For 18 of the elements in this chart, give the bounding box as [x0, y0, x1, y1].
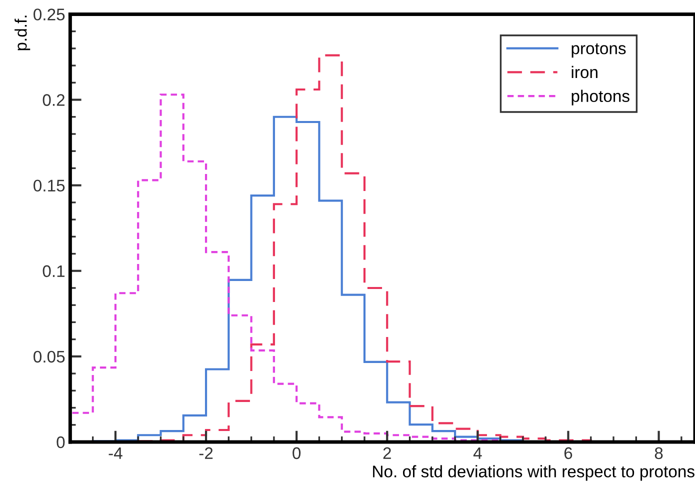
x-axis-title: No. of std deviations with respect to protons [373, 465, 694, 481]
y-tick-label: 0.25 [34, 8, 65, 20]
y-tick-label: 0.1 [42, 265, 65, 278]
x-tick-label: -2 [199, 447, 213, 459]
x-tick-label: -4 [108, 447, 122, 459]
x-tick-label: 0 [292, 447, 301, 460]
x-tick-label: 2 [383, 447, 391, 459]
x-tick-label: 4 [473, 447, 482, 459]
legend-label: protons [572, 43, 626, 58]
x-tick-label: 6 [564, 447, 572, 460]
y-tick-label: 0.2 [42, 94, 64, 106]
y-tick-label: 0 [56, 436, 65, 448]
legend-label: iron [572, 66, 598, 78]
y-tick-label: 0.15 [34, 180, 65, 192]
y-tick-label: 0.05 [34, 350, 65, 363]
x-tick-label: 8 [654, 447, 663, 460]
y-axis-title: p.d.f. [14, 16, 30, 50]
legend-label: photons [572, 90, 630, 106]
